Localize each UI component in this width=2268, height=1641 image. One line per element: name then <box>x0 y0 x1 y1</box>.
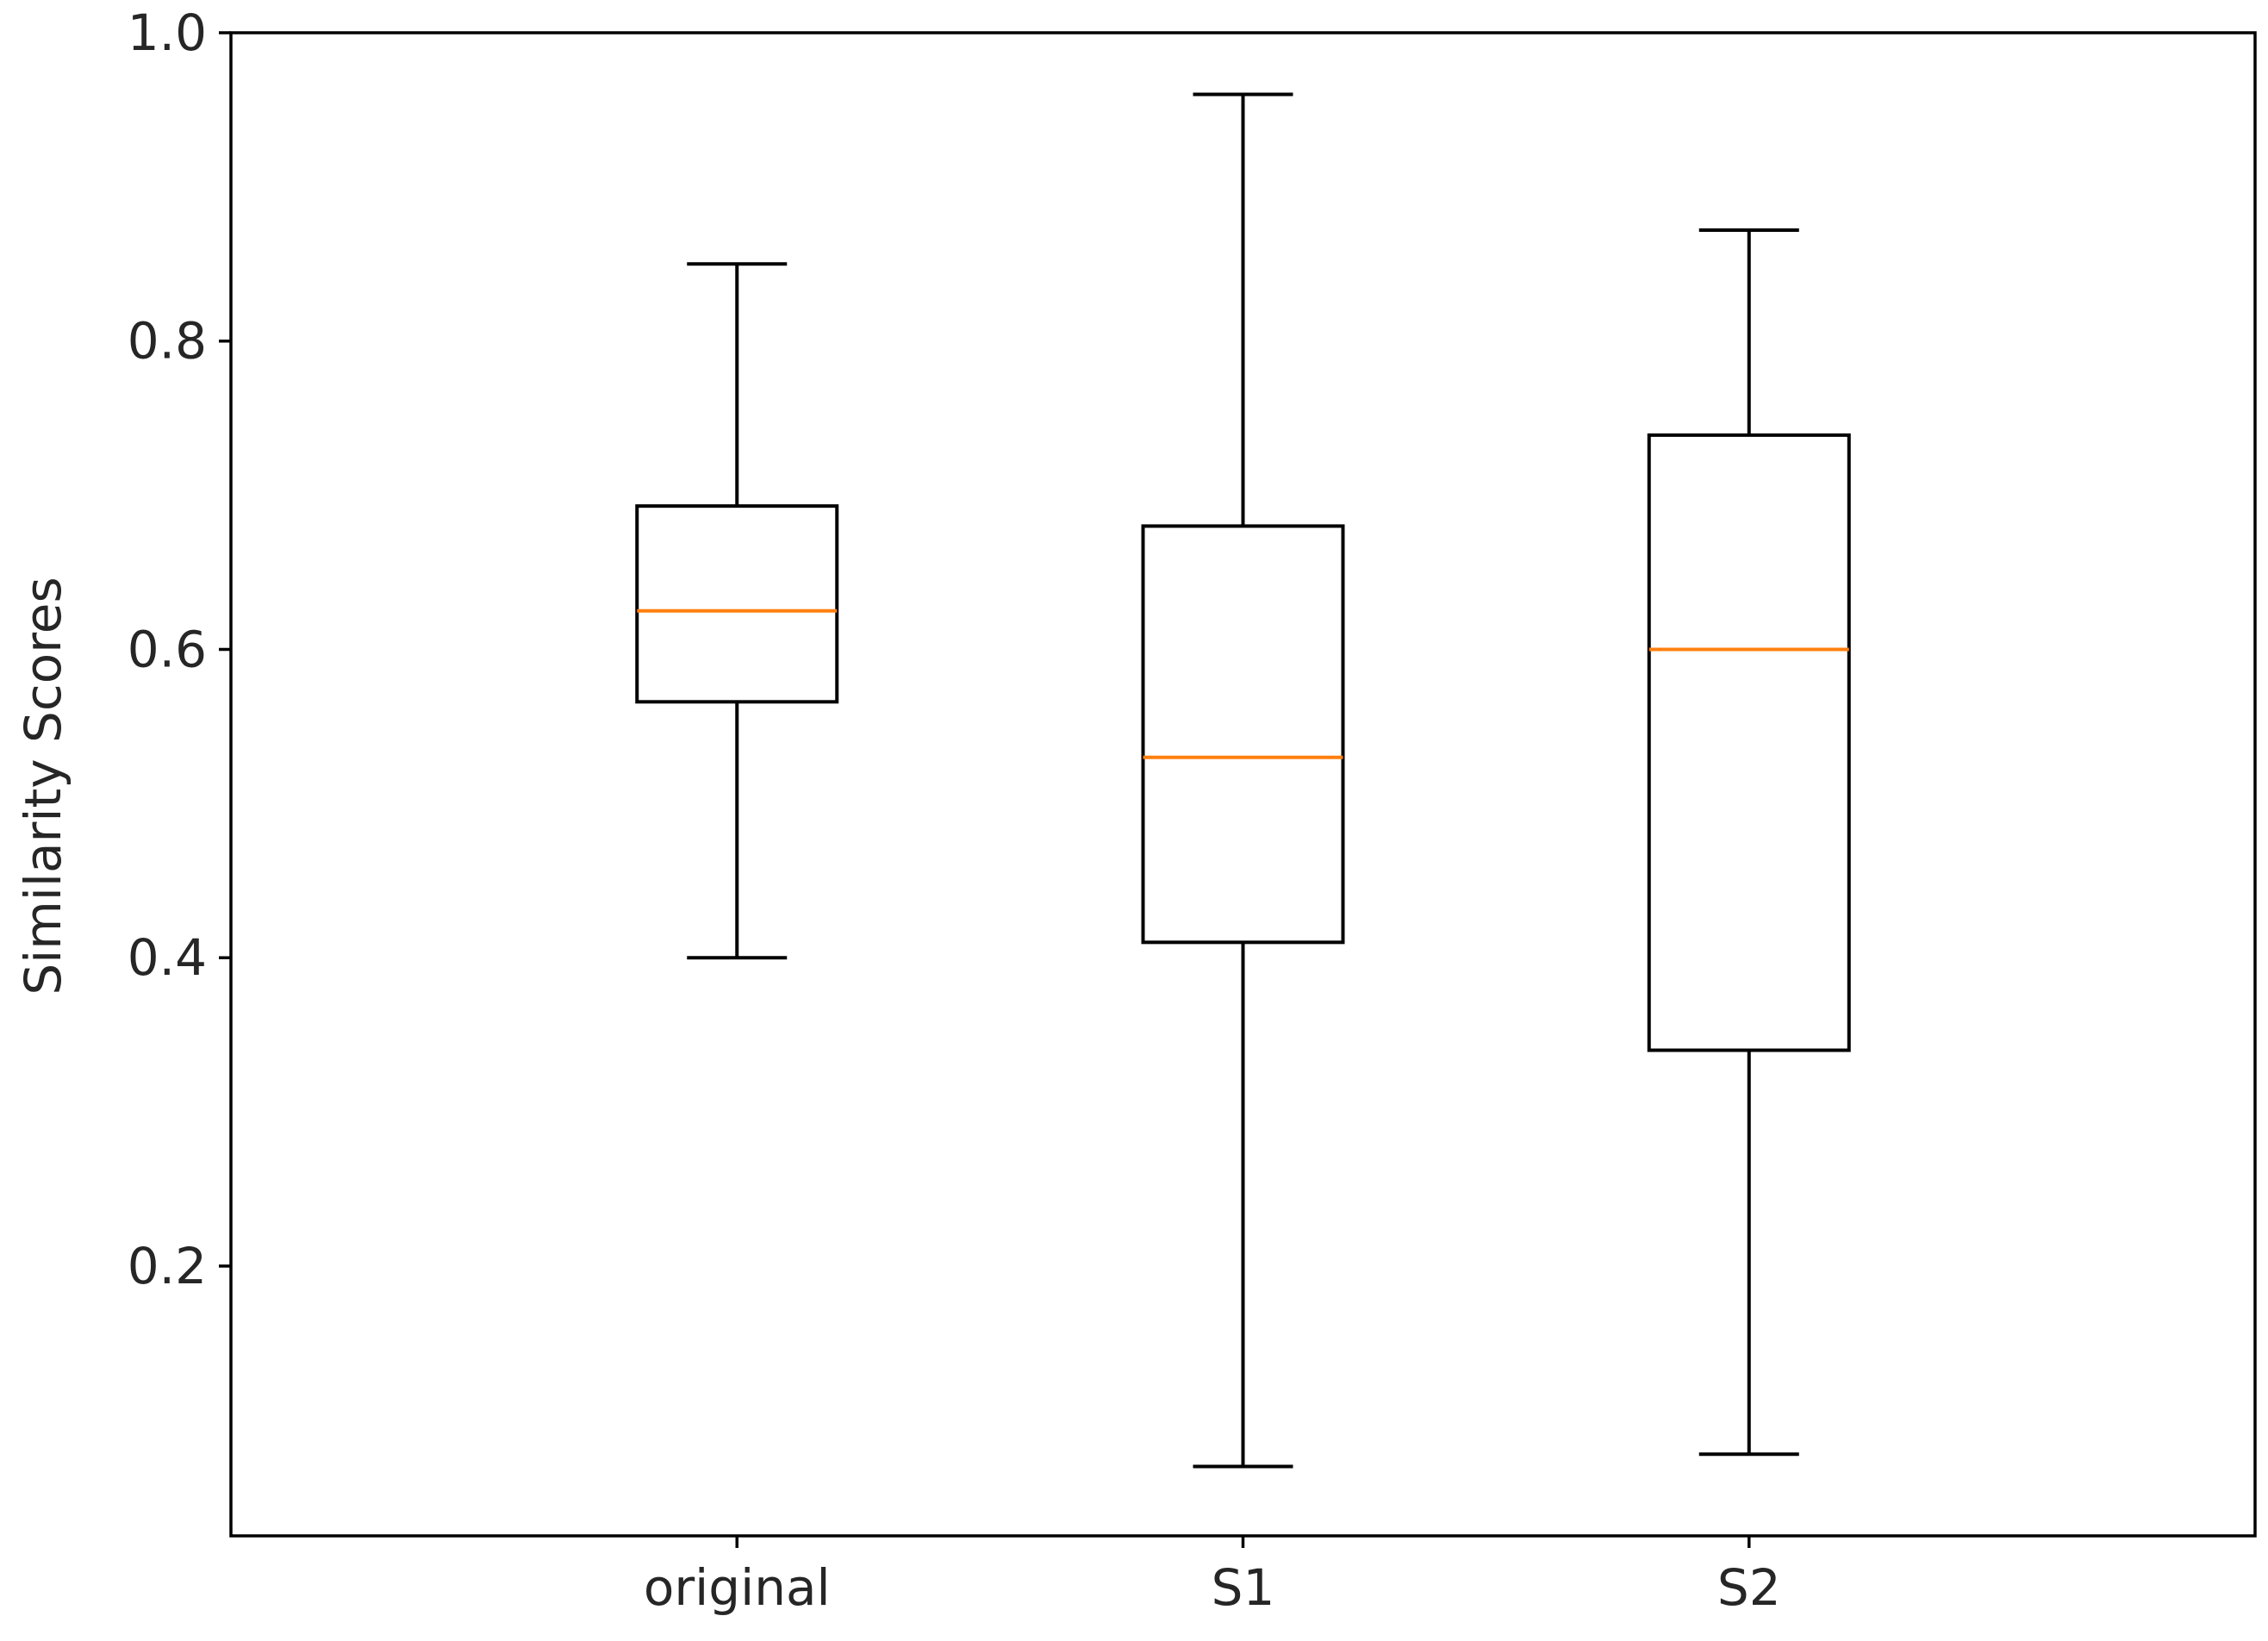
y-axis-label: Similarity Scores <box>14 577 72 995</box>
x-tick-label: S2 <box>1717 1558 1781 1617</box>
y-tick-label: 0.4 <box>128 928 207 987</box>
box-body <box>1141 524 1345 945</box>
box-0 <box>635 262 839 960</box>
box-body <box>1647 433 1851 1052</box>
y-tick-label: 0.2 <box>128 1237 207 1295</box>
y-tick-label: 1.0 <box>128 3 207 62</box>
box-body <box>635 504 839 704</box>
x-tick-label: original <box>644 1558 831 1617</box>
y-tick-label: 0.8 <box>128 312 207 371</box>
box-2 <box>1647 228 1851 1457</box>
box-1 <box>1141 92 1345 1469</box>
x-tick-label: S1 <box>1212 1558 1275 1617</box>
y-tick-label: 0.6 <box>128 620 207 678</box>
